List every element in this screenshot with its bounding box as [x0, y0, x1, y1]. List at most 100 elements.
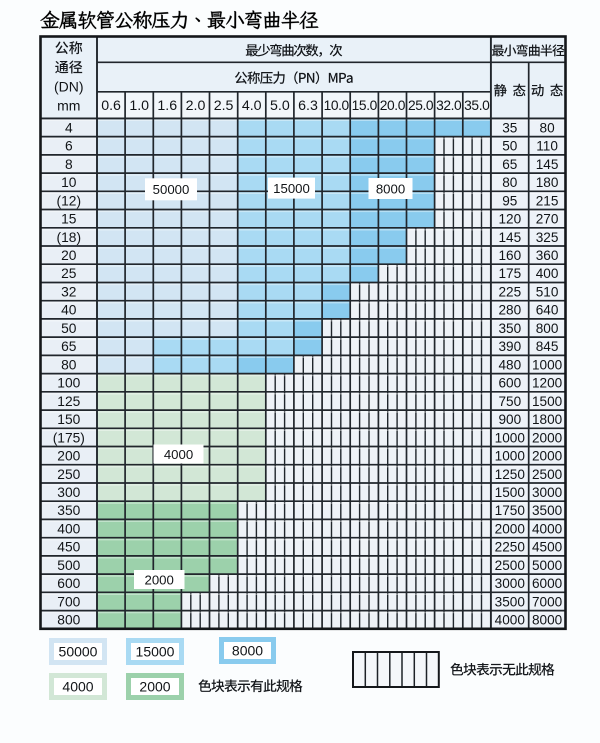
svg-text:35: 35: [502, 120, 517, 135]
svg-text:600: 600: [498, 376, 521, 391]
svg-text:300: 300: [57, 485, 80, 500]
svg-text:390: 390: [498, 339, 521, 354]
svg-text:80: 80: [61, 357, 77, 372]
svg-text:750: 750: [498, 394, 521, 409]
svg-text:325: 325: [536, 230, 559, 245]
svg-text:350: 350: [498, 321, 521, 336]
svg-text:280: 280: [498, 303, 521, 318]
svg-text:180: 180: [536, 175, 559, 190]
svg-text:1800: 1800: [532, 412, 563, 427]
svg-text:80: 80: [540, 120, 556, 135]
svg-text:100: 100: [57, 376, 80, 391]
svg-text:50000: 50000: [153, 182, 190, 197]
svg-text:510: 510: [536, 285, 559, 300]
svg-text:175: 175: [498, 266, 521, 281]
svg-text:2000: 2000: [532, 449, 563, 464]
svg-text:80: 80: [502, 175, 518, 190]
svg-text:250: 250: [57, 467, 80, 482]
svg-text:15000: 15000: [136, 644, 175, 660]
svg-text:15: 15: [61, 212, 77, 227]
svg-text:50: 50: [502, 139, 518, 154]
svg-text:225: 225: [498, 285, 521, 300]
svg-text:1500: 1500: [532, 394, 563, 409]
svg-text:1000: 1000: [532, 357, 563, 372]
svg-text:450: 450: [57, 540, 80, 555]
svg-text:1500: 1500: [495, 485, 526, 500]
svg-text:50000: 50000: [59, 644, 98, 660]
svg-text:4000: 4000: [532, 521, 563, 536]
svg-text:2000: 2000: [495, 521, 526, 536]
svg-text:5.0: 5.0: [270, 98, 290, 114]
svg-text:15000: 15000: [273, 181, 310, 196]
svg-text:2000: 2000: [139, 679, 170, 695]
svg-text:50: 50: [61, 321, 77, 336]
svg-text:600: 600: [57, 576, 80, 591]
svg-text:215: 215: [536, 193, 559, 208]
svg-text:(18): (18): [57, 230, 82, 245]
svg-text:2.5: 2.5: [214, 98, 234, 114]
svg-text:10.0: 10.0: [324, 98, 350, 113]
svg-text:1000: 1000: [495, 430, 526, 445]
svg-text:200: 200: [57, 449, 80, 464]
svg-text:4000: 4000: [495, 613, 526, 628]
svg-text:65: 65: [502, 157, 517, 172]
svg-text:(12): (12): [57, 193, 82, 208]
svg-text:1.0: 1.0: [129, 98, 149, 114]
svg-text:5000: 5000: [532, 558, 563, 573]
svg-text:4000: 4000: [164, 447, 193, 462]
svg-text:(175): (175): [53, 430, 85, 445]
svg-text:480: 480: [498, 357, 521, 372]
svg-text:150: 150: [57, 412, 80, 427]
svg-text:1000: 1000: [495, 449, 526, 464]
svg-text:360: 360: [536, 248, 559, 263]
svg-text:8000: 8000: [232, 643, 263, 659]
svg-text:1200: 1200: [532, 376, 563, 391]
svg-text:2000: 2000: [145, 572, 174, 587]
svg-text:4.0: 4.0: [242, 98, 262, 114]
svg-text:700: 700: [57, 594, 80, 609]
svg-text:160: 160: [498, 248, 521, 263]
svg-text:1250: 1250: [495, 467, 526, 482]
svg-text:1750: 1750: [495, 503, 526, 518]
svg-text:32.0: 32.0: [436, 98, 462, 113]
svg-text:8000: 8000: [532, 613, 563, 628]
svg-text:3500: 3500: [495, 594, 526, 609]
svg-text:40: 40: [61, 303, 77, 318]
svg-text:4000: 4000: [62, 679, 93, 695]
svg-text:4: 4: [65, 120, 73, 135]
svg-text:25: 25: [61, 266, 77, 281]
svg-text:640: 640: [536, 303, 559, 318]
svg-text:3000: 3000: [532, 485, 563, 500]
svg-text:2500: 2500: [532, 467, 563, 482]
svg-text:400: 400: [536, 266, 559, 281]
svg-text:125: 125: [57, 394, 80, 409]
svg-text:8: 8: [65, 157, 73, 172]
svg-text:7000: 7000: [532, 594, 563, 609]
svg-text:800: 800: [57, 613, 80, 628]
svg-text:25.0: 25.0: [408, 98, 434, 113]
svg-text:65: 65: [61, 339, 77, 354]
svg-text:(DN): (DN): [54, 78, 84, 94]
svg-text:2250: 2250: [495, 540, 526, 555]
svg-text:800: 800: [536, 321, 559, 336]
svg-text:95: 95: [502, 193, 517, 208]
svg-text:35.0: 35.0: [464, 98, 490, 113]
svg-text:900: 900: [498, 412, 521, 427]
svg-text:2.0: 2.0: [186, 98, 206, 114]
svg-text:145: 145: [536, 157, 559, 172]
svg-text:845: 845: [536, 339, 559, 354]
svg-text:120: 120: [498, 212, 521, 227]
svg-text:6.3: 6.3: [298, 98, 318, 114]
svg-text:mm: mm: [57, 98, 80, 114]
svg-text:20: 20: [61, 248, 77, 263]
svg-text:32: 32: [61, 285, 76, 300]
svg-text:2500: 2500: [495, 558, 526, 573]
svg-text:145: 145: [498, 230, 521, 245]
svg-text:3000: 3000: [495, 576, 526, 591]
svg-text:15.0: 15.0: [352, 98, 378, 113]
svg-text:350: 350: [57, 503, 80, 518]
svg-text:10: 10: [61, 175, 77, 190]
svg-text:400: 400: [57, 521, 80, 536]
svg-text:0.6: 0.6: [101, 98, 121, 114]
svg-text:8000: 8000: [376, 181, 405, 196]
